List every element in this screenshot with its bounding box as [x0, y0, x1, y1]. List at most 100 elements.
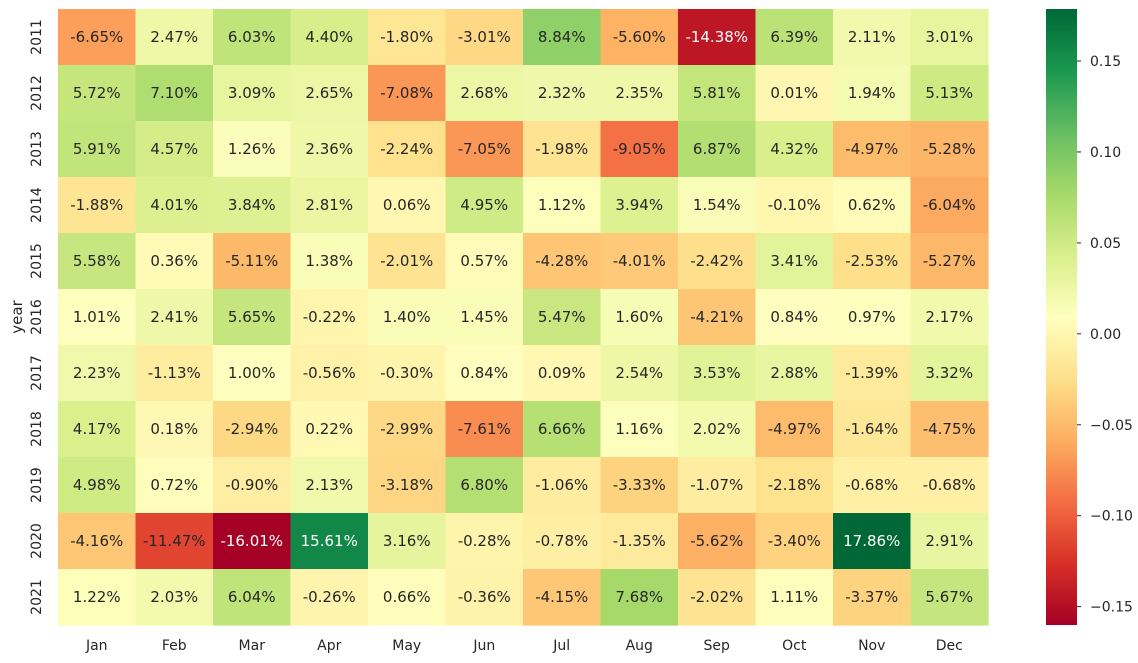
heatmap-cell-2015-Oct — [755, 233, 834, 290]
heatmap-cell-2021-Oct — [755, 569, 834, 626]
cell-label: -1.39% — [845, 364, 898, 382]
heatmap-cell-2013-Apr — [290, 121, 369, 178]
heatmap-cell-2016-Apr — [290, 289, 369, 346]
cell-label: 3.84% — [228, 196, 276, 214]
cell-label: 6.87% — [693, 140, 741, 158]
heatmap-cell-2014-Mar — [213, 177, 292, 234]
cell-label: 1.26% — [228, 140, 276, 158]
cell-label: -11.47% — [143, 532, 206, 550]
x-tick-label: Dec — [936, 638, 963, 654]
heatmap-cell-2020-Apr — [290, 513, 369, 570]
heatmap-cell-2020-Jul — [523, 513, 602, 570]
colorbar-tick-label: 0.00 — [1090, 327, 1121, 343]
cell-label: -0.30% — [380, 364, 433, 382]
heatmap-cell-2020-Feb — [135, 513, 214, 570]
cell-label: 1.01% — [73, 308, 121, 326]
cell-label: 3.16% — [383, 532, 431, 550]
cell-label: -6.04% — [923, 196, 976, 214]
cell-label: -4.28% — [535, 252, 588, 270]
cell-label: 2.13% — [305, 476, 353, 494]
cell-label: 2.23% — [73, 364, 121, 382]
heatmap-cell-2017-Oct — [755, 345, 834, 402]
heatmap-cell-2020-Mar — [213, 513, 292, 570]
cell-label: -0.68% — [923, 476, 976, 494]
heatmap-cell-2017-Nov — [833, 345, 912, 402]
heatmap-cell-2015-Jan — [58, 233, 137, 290]
y-tick-label: 2014 — [29, 187, 45, 223]
heatmap-cell-2016-May — [368, 289, 447, 346]
cell-label: 0.72% — [150, 476, 198, 494]
colorbar — [1046, 9, 1077, 625]
heatmap-cell-2015-Aug — [600, 233, 679, 290]
y-tick-label: 2017 — [29, 355, 45, 391]
colorbar-gradient — [1046, 9, 1077, 625]
y-tick-label: 2021 — [29, 579, 45, 615]
heatmap-cell-2013-Jun — [445, 121, 524, 178]
heatmap-cell-2015-Jun — [445, 233, 524, 290]
cell-label: 5.13% — [925, 84, 973, 102]
cell-label: 2.11% — [848, 28, 896, 46]
heatmap-cell-2013-May — [368, 121, 447, 178]
heatmap-cell-2019-Jul — [523, 457, 602, 514]
cell-label: 0.22% — [305, 420, 353, 438]
cell-label: -1.13% — [148, 364, 201, 382]
cell-label: 5.81% — [693, 84, 741, 102]
cell-label: 6.03% — [228, 28, 276, 46]
heatmap-cell-2018-Nov — [833, 401, 912, 458]
heatmap-cell-2021-Jan — [58, 569, 137, 626]
cell-label: -5.11% — [225, 252, 278, 270]
cell-label: -7.08% — [380, 84, 433, 102]
heatmap-cell-2016-Jun — [445, 289, 524, 346]
heatmap-cell-2012-Apr — [290, 65, 369, 122]
cell-label: 3.41% — [770, 252, 818, 270]
colorbar-ticks: 0.15 0.10 0.05 0.00 −0.05 −0.10 −0.15 — [1077, 54, 1133, 616]
y-tick-label: 2020 — [29, 523, 45, 559]
heatmap-cell-2019-Oct — [755, 457, 834, 514]
heatmap-cell-2019-Jun — [445, 457, 524, 514]
cell-label: 5.72% — [73, 84, 121, 102]
heatmap-cell-2020-Sep — [678, 513, 757, 570]
heatmap-cell-2018-Aug — [600, 401, 679, 458]
x-tick-label: Mar — [239, 638, 266, 654]
cell-label: 4.57% — [150, 140, 198, 158]
x-tick-label: Sep — [704, 638, 731, 654]
cell-label: 3.32% — [925, 364, 973, 382]
heatmap-cell-2011-Mar — [213, 9, 292, 66]
cell-label: 2.65% — [305, 84, 353, 102]
heatmap-cell-2016-Dec — [910, 289, 989, 346]
cell-label: 4.95% — [460, 196, 508, 214]
heatmap-cell-2014-Feb — [135, 177, 214, 234]
heatmap-cell-2016-Mar — [213, 289, 292, 346]
cell-label: -2.24% — [380, 140, 433, 158]
cell-label: -9.05% — [613, 140, 666, 158]
cell-label: 2.17% — [925, 308, 973, 326]
cell-label: -5.60% — [613, 28, 666, 46]
cell-label: 6.04% — [228, 588, 276, 606]
heatmap-cell-2011-Jul — [523, 9, 602, 66]
cell-label: -0.26% — [303, 588, 356, 606]
heatmap-cell-2013-Jul — [523, 121, 602, 178]
heatmap-cell-2013-Dec — [910, 121, 989, 178]
heatmap-cell-2013-Nov — [833, 121, 912, 178]
heatmap-cell-2017-Apr — [290, 345, 369, 402]
heatmap-cells: -6.65% 2.47% 6.03% 4.40% -1.80% -3.01% 8.84% -5… — [58, 9, 989, 626]
heatmap-cell-2012-Jun — [445, 65, 524, 122]
heatmap-cell-2012-Oct — [755, 65, 834, 122]
heatmap-cell-2017-May — [368, 345, 447, 402]
heatmap-cell-2016-Feb — [135, 289, 214, 346]
heatmap-cell-2021-Apr — [290, 569, 369, 626]
heatmap-cell-2018-Feb — [135, 401, 214, 458]
cell-label: 2.91% — [925, 532, 973, 550]
heatmap-cell-2020-Aug — [600, 513, 679, 570]
heatmap-cell-2019-Apr — [290, 457, 369, 514]
cell-label: 6.80% — [460, 476, 508, 494]
cell-label: -4.15% — [535, 588, 588, 606]
heatmap-cell-2011-Apr — [290, 9, 369, 66]
heatmap-cell-2021-Jul — [523, 569, 602, 626]
cell-label: -0.10% — [768, 196, 821, 214]
heatmap-cell-2014-Jul — [523, 177, 602, 234]
cell-label: 2.32% — [538, 84, 586, 102]
cell-label: 1.16% — [615, 420, 663, 438]
cell-label: 0.09% — [538, 364, 586, 382]
heatmap-cell-2015-May — [368, 233, 447, 290]
